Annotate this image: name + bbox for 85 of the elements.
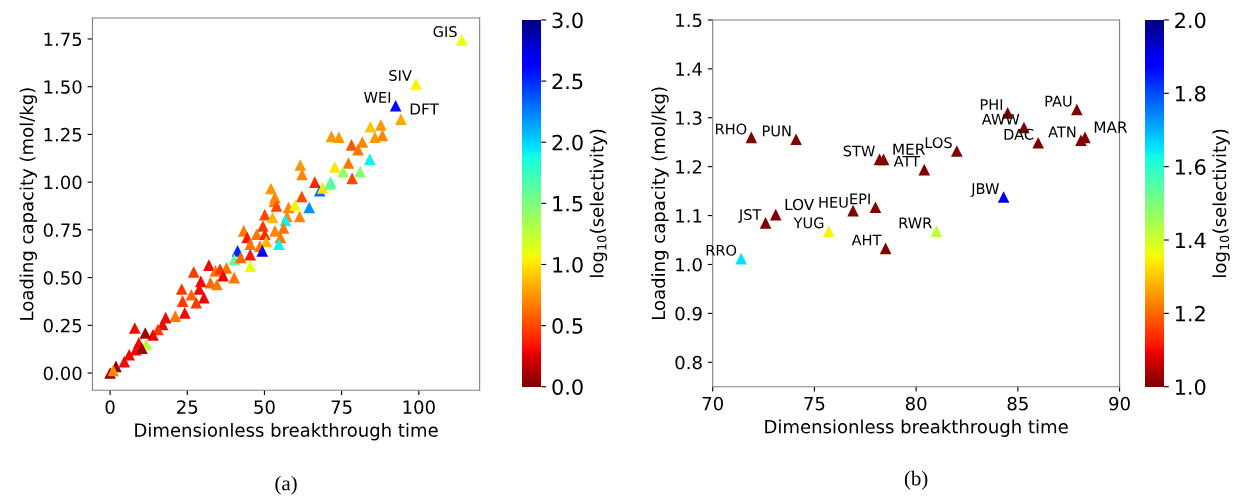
color-bar-label: 2.5 bbox=[552, 73, 583, 90]
annotation: PUN bbox=[762, 125, 791, 137]
y-tick-label: 1.2 bbox=[676, 160, 702, 174]
color-bar-title: log$_{10}$(selectivity) bbox=[589, 129, 608, 277]
point bbox=[735, 252, 747, 265]
x-tick-label: 80 bbox=[905, 396, 927, 411]
point bbox=[745, 131, 758, 144]
color-bar-label: 1.5 bbox=[553, 196, 583, 212]
annotation: YUG bbox=[793, 217, 824, 229]
color-bar-label: 1.6 bbox=[1175, 159, 1206, 175]
annotation: EPI bbox=[850, 193, 870, 205]
y-tick-label: 1.75 bbox=[44, 32, 82, 47]
x-tick-label: 75 bbox=[331, 400, 352, 414]
annotation: GIS bbox=[433, 26, 457, 38]
x-tick-label: 90 bbox=[1109, 396, 1130, 411]
x-tick-label: 75 bbox=[804, 397, 825, 411]
color-bar-label: 1.0 bbox=[553, 256, 583, 273]
color-bar-title: log$_{10}$(selectivity) bbox=[1212, 129, 1230, 277]
y-tick-label: 0.00 bbox=[43, 366, 82, 381]
annotation: SIV bbox=[389, 69, 412, 81]
y-tick-label: 0.50 bbox=[43, 271, 82, 285]
y-tick-label: 0.25 bbox=[43, 318, 82, 333]
y-tick-label: 1.25 bbox=[44, 127, 82, 142]
y-tick-label: 0.75 bbox=[43, 223, 82, 237]
annotation: PAU bbox=[1045, 95, 1072, 107]
annotation: DFT bbox=[410, 103, 439, 115]
point bbox=[790, 133, 802, 146]
color-bar-label: 1.0 bbox=[1175, 379, 1206, 395]
point bbox=[769, 208, 782, 221]
annotation: PHI bbox=[980, 99, 1003, 110]
point bbox=[1032, 136, 1044, 149]
color-bar-label: 0.0 bbox=[552, 379, 583, 395]
point bbox=[930, 225, 943, 238]
y-tick-label: 1.00 bbox=[44, 175, 82, 190]
annotation: RHO bbox=[716, 123, 747, 135]
annotation: STW bbox=[843, 145, 875, 157]
annotation: HEU bbox=[819, 197, 848, 208]
annotation: AWW bbox=[981, 113, 1020, 125]
x-axis-title: Dimensionless breakthrough time bbox=[765, 419, 1068, 437]
y-tick-label: 0.9 bbox=[675, 306, 702, 321]
text: (b) bbox=[904, 470, 928, 490]
annotation: ATT bbox=[893, 155, 921, 167]
y-axis-title: Loading capacity (mol/kg) bbox=[651, 87, 669, 319]
y-tick-label: 1.50 bbox=[44, 80, 82, 94]
annotation: LOV bbox=[785, 198, 815, 211]
text: (a) bbox=[275, 475, 297, 495]
annotation: AHT bbox=[851, 234, 882, 246]
y-tick-label: 1.5 bbox=[676, 13, 702, 28]
annotation: LOS bbox=[925, 137, 952, 149]
point bbox=[822, 225, 835, 238]
x-axis-title: Dimensionless breakthrough time bbox=[135, 422, 438, 441]
annotation: DAC bbox=[1004, 128, 1034, 140]
x-tick-label: 85 bbox=[1007, 396, 1028, 411]
color-bar-label: 2.0 bbox=[1175, 12, 1206, 29]
x-tick-label: 100 bbox=[403, 400, 435, 414]
y-axis-title: Loading capacity (mol/kg) bbox=[19, 88, 37, 320]
annotation: WEI bbox=[364, 92, 391, 103]
annotation: MAR bbox=[1094, 121, 1128, 133]
annotation: RWR bbox=[899, 217, 932, 229]
y-tick-label: 1.4 bbox=[676, 62, 702, 76]
point bbox=[869, 201, 882, 214]
point bbox=[1071, 103, 1083, 116]
color-bar-label: 0.5 bbox=[552, 318, 583, 334]
y-tick-label: 1.0 bbox=[676, 257, 702, 272]
y-tick-label: 1.3 bbox=[676, 111, 702, 125]
x-tick-label: 50 bbox=[254, 400, 275, 414]
annotation: JST bbox=[738, 209, 762, 223]
x-tick-label: 0 bbox=[105, 400, 115, 414]
point bbox=[918, 163, 931, 176]
y-tick-label: 0.8 bbox=[675, 355, 702, 370]
color-bar-label: 3.0 bbox=[552, 12, 583, 29]
annotation: RRO bbox=[706, 244, 737, 256]
x-tick-label: 25 bbox=[177, 400, 198, 414]
point bbox=[951, 145, 963, 157]
annotation: MER bbox=[893, 143, 925, 155]
point bbox=[877, 153, 890, 166]
color-bar-label: 1.2 bbox=[1175, 305, 1205, 322]
y-tick-label: 1.1 bbox=[676, 209, 702, 223]
annotation: JBW bbox=[970, 183, 999, 197]
point bbox=[997, 191, 1010, 203]
color-bar-label: 1.8 bbox=[1175, 85, 1206, 102]
color-bar-label: 1.4 bbox=[1175, 232, 1206, 248]
annotation: ATN bbox=[1048, 126, 1076, 138]
x-tick-label: 70 bbox=[702, 396, 723, 411]
color-bar-label: 2.0 bbox=[552, 134, 583, 151]
